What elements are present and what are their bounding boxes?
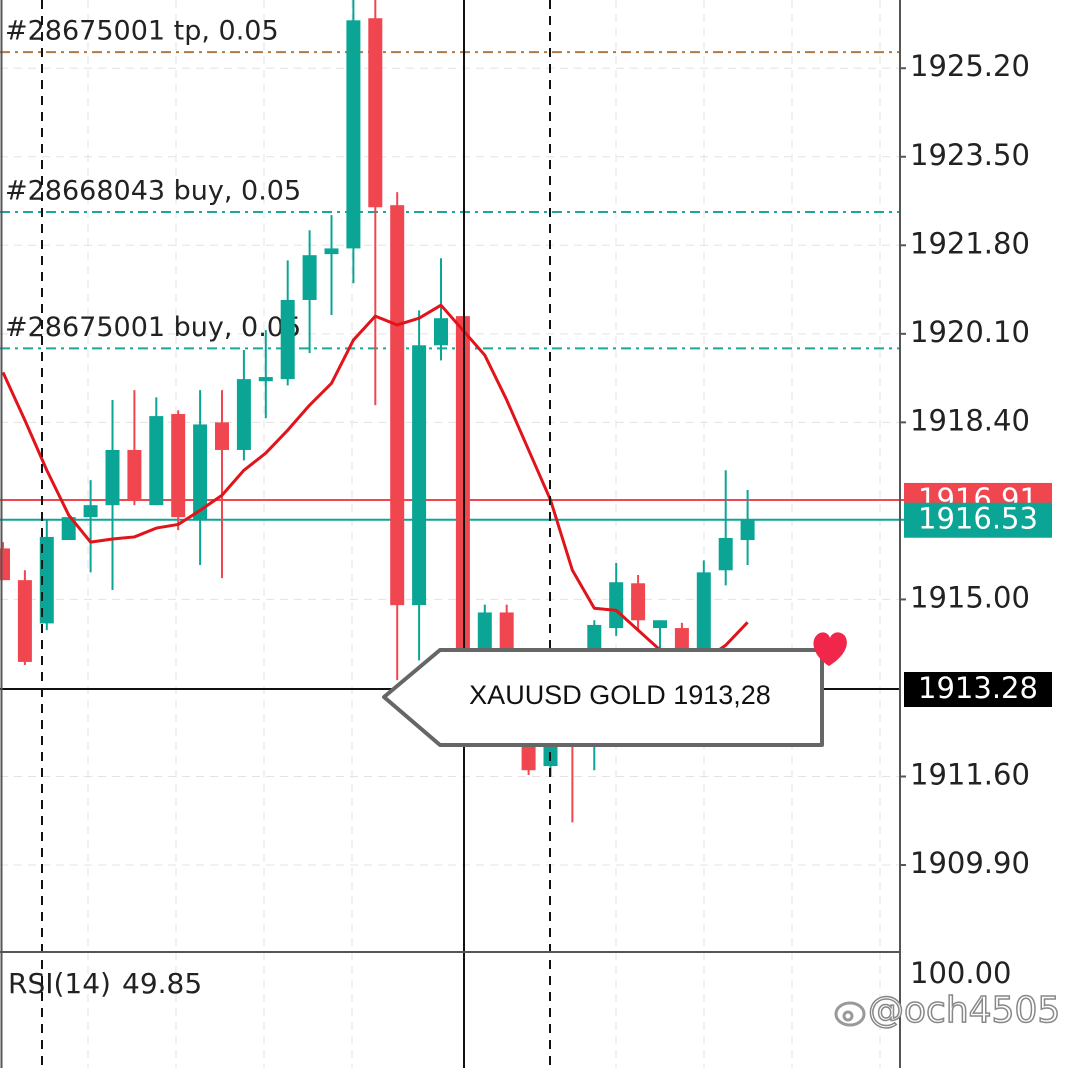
y-tick-label: 1921.80: [910, 226, 1030, 260]
candle-body: [390, 205, 405, 606]
y-tick-label: 1909.90: [910, 846, 1030, 880]
candle-body: [39, 536, 54, 624]
candle-body: [434, 318, 448, 346]
watermark: @och4505: [868, 990, 1060, 1031]
overlay-layer: 1925.20 1923.50 1921.80 1920.10 1918.40 1915.…: [900, 49, 1052, 880]
rsi-axis-label: 100.00: [910, 956, 1011, 990]
callout-text: XAUUSD GOLD 1913,28: [469, 680, 771, 710]
candle-body: [258, 377, 273, 382]
candle-body: [631, 583, 646, 621]
candle-body: [83, 505, 98, 518]
candle-body: [280, 299, 295, 380]
y-tick-label: 1915.00: [910, 580, 1030, 614]
y-tick-label: 1920.10: [910, 315, 1030, 349]
candle-body: [236, 379, 251, 450]
candle-body: [215, 422, 229, 450]
watermark-icon: [834, 1001, 866, 1027]
candle-body: [455, 316, 470, 700]
candle-body: [61, 517, 76, 541]
candle-body: [674, 628, 689, 650]
candle-body: [412, 345, 427, 606]
y-tick-label: 1911.60: [910, 757, 1030, 791]
rsi-name: RSI(14): [8, 967, 111, 1000]
candle-body: [346, 20, 361, 249]
candle-body: [193, 424, 208, 521]
plot-layer: #28675001 tp, 0.05 #28668043 buy, 0.05 #28…: [0, 0, 904, 866]
bid-box: [904, 502, 1052, 538]
candle-body: [302, 255, 317, 300]
crosshair-label: 1913.28: [918, 671, 1038, 705]
y-tick-label: 1918.40: [910, 403, 1030, 437]
candle-body: [324, 248, 339, 255]
heart-icon: [813, 632, 847, 666]
candle-body: [149, 416, 164, 506]
order-label: #28668043 buy, 0.05: [5, 175, 301, 206]
order-label: #28675001 tp, 0.05: [5, 16, 279, 47]
rsi-value: 49.85: [122, 967, 202, 1000]
candle-body: [105, 449, 120, 506]
candle-body: [368, 18, 383, 208]
candle-body: [609, 582, 624, 629]
candle-body: [696, 572, 711, 650]
y-tick-label: 1925.20: [910, 49, 1030, 83]
bid-label: 1916.53: [918, 502, 1038, 536]
candle-body: [127, 449, 142, 500]
order-label: #28675001 buy, 0.05: [5, 312, 301, 343]
candle-body: [0, 548, 10, 581]
candle-body: [171, 414, 186, 518]
vertical-grid: [87, 0, 881, 1068]
crosshair-box: [904, 672, 1052, 708]
candle-body: [17, 580, 32, 662]
candle-body: [740, 519, 755, 541]
moving-average: [1, 303, 749, 662]
y-tick-label: 1923.50: [910, 138, 1030, 172]
callout-box: [382, 648, 824, 747]
candle-body: [653, 620, 667, 629]
candle-body: [718, 537, 733, 571]
